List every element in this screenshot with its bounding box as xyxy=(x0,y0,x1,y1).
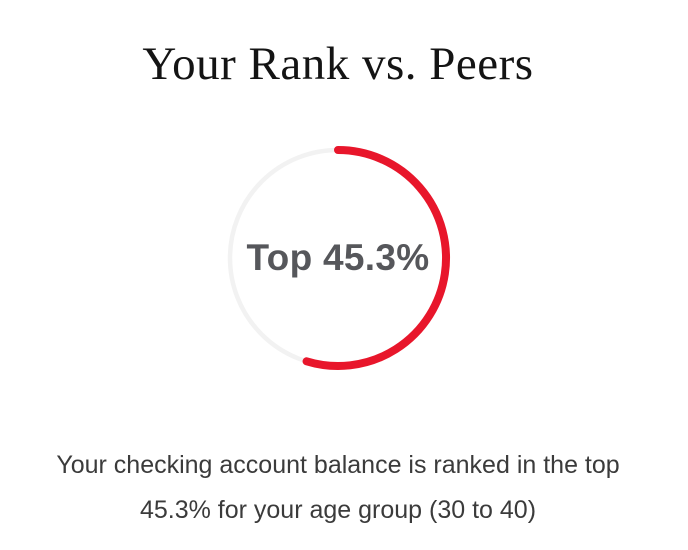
rank-caption-line-2: 45.3% for your age group (30 to 40) xyxy=(139,496,537,524)
gauge-svg xyxy=(227,146,450,370)
rank-caption: Your checking account balance is ranked … xyxy=(0,443,676,533)
rank-gauge-chart: Top 45.3% xyxy=(218,138,458,378)
page-title: Your Rank vs. Peers xyxy=(142,38,534,91)
gauge-progress-arc xyxy=(302,146,450,370)
gauge-center-label: Top 45.3% xyxy=(246,237,430,278)
rank-caption-line-1: Your checking account balance is ranked … xyxy=(56,451,620,479)
